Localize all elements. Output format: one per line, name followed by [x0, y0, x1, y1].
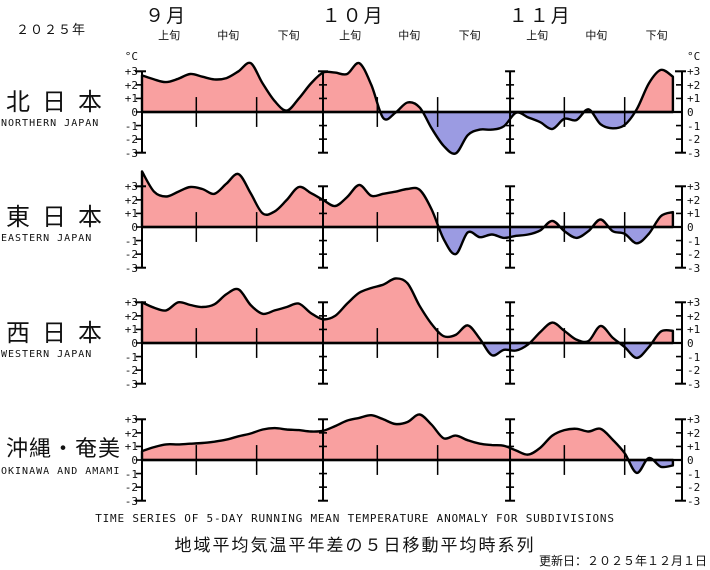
updated-date: 更新日：２０２５年１２月１日 — [538, 554, 707, 568]
y-axis-label: -3 — [124, 261, 138, 275]
period-label: 上旬 — [339, 29, 362, 42]
period-label: 上旬 — [158, 29, 181, 42]
y-axis-label: 0 — [131, 337, 138, 350]
y-axis-label: -1 — [686, 350, 701, 364]
region-name-jp: 東日本 — [6, 203, 114, 231]
y-axis-label: -2 — [124, 481, 138, 495]
month-label: １１月 — [508, 5, 572, 27]
y-axis-label: -2 — [124, 248, 138, 262]
y-axis-label: +2 — [686, 78, 701, 92]
y-axis-label: +2 — [124, 78, 138, 92]
cold-anomaly-area — [142, 460, 673, 473]
y-axis-label: +3 — [124, 296, 138, 310]
y-axis-label: 0 — [131, 454, 138, 467]
y-axis-label: +1 — [124, 323, 138, 337]
y-axis-label: -1 — [686, 234, 701, 248]
warm-anomaly-area — [142, 414, 673, 460]
y-axis-label: -2 — [686, 364, 701, 378]
y-axis-label: +3 — [686, 180, 701, 194]
y-axis-label: +2 — [686, 309, 701, 323]
y-axis-label: +2 — [124, 193, 138, 207]
region-name-en: WESTERN JAPAN — [1, 349, 93, 360]
y-axis-label: -2 — [686, 481, 701, 495]
y-axis-label: -3 — [686, 261, 701, 275]
period-label: 中旬 — [217, 29, 240, 42]
y-axis-label: -3 — [686, 377, 701, 391]
y-axis-label: 0 — [686, 106, 694, 119]
y-axis-label: +3 — [686, 65, 701, 79]
y-axis-label: +3 — [124, 413, 138, 427]
y-axis-label: -2 — [124, 364, 138, 378]
month-label: ９月 — [145, 5, 188, 27]
warm-anomaly-area — [142, 171, 673, 227]
y-axis-label: -1 — [124, 350, 138, 364]
anomaly-curve — [140, 277, 675, 360]
unit-label: °C — [124, 50, 138, 64]
y-axis-label: +2 — [686, 426, 701, 440]
cold-anomaly-area — [142, 112, 673, 154]
warm-anomaly-area — [142, 278, 673, 343]
y-axis-label: 0 — [131, 221, 138, 234]
cold-anomaly-area — [142, 343, 673, 358]
y-axis-label: +3 — [124, 180, 138, 194]
y-axis-label: -3 — [124, 146, 138, 160]
y-axis-label: -3 — [124, 377, 138, 391]
period-label: 中旬 — [398, 29, 421, 42]
y-axis-label: -1 — [686, 119, 701, 133]
period-label: 上旬 — [526, 29, 549, 42]
anomaly-curve — [140, 413, 675, 475]
region-name-en: EASTERN JAPAN — [1, 233, 93, 244]
y-axis-label: 0 — [686, 221, 694, 234]
unit-label: °C — [686, 50, 701, 64]
y-axis-label: +1 — [124, 207, 138, 221]
period-label: 下旬 — [277, 29, 300, 42]
y-axis-label: +3 — [124, 65, 138, 79]
y-axis-label: 0 — [686, 337, 694, 350]
y-axis-label: +2 — [124, 426, 138, 440]
y-axis-label: +3 — [686, 413, 701, 427]
y-axis-label: 0 — [686, 454, 694, 467]
anomaly-curve — [140, 61, 675, 155]
y-axis-label: +1 — [686, 92, 701, 106]
y-axis-label: 0 — [131, 106, 138, 119]
y-axis-label: -3 — [124, 494, 138, 508]
region-name-en: OKINAWA AND AMAMI — [1, 466, 121, 477]
anomaly-curve — [140, 170, 675, 256]
y-axis-label: -2 — [124, 133, 138, 147]
y-axis-label: -1 — [124, 234, 138, 248]
year-label: ２０２５年 — [16, 23, 87, 38]
y-axis-label: -1 — [686, 467, 701, 481]
y-axis-label: -3 — [686, 494, 701, 508]
period-label: 中旬 — [585, 29, 608, 42]
region-name-en: NORTHERN JAPAN — [1, 118, 100, 129]
month-label: １０月 — [321, 5, 385, 27]
footer-title-en: TIME SERIES OF 5-DAY RUNNING MEAN TEMPER… — [95, 512, 615, 525]
y-axis-label: -2 — [686, 133, 701, 147]
region-name-jp: 沖縄・奄美 — [6, 437, 122, 462]
region-name-jp: 北日本 — [6, 88, 114, 116]
y-axis-label: -1 — [124, 119, 138, 133]
y-axis-label: +1 — [686, 323, 701, 337]
cold-anomaly-area — [142, 227, 673, 255]
y-axis-label: -3 — [686, 146, 701, 160]
y-axis-label: +1 — [686, 207, 701, 221]
y-axis-label: -1 — [124, 467, 138, 481]
y-axis-label: +1 — [124, 92, 138, 106]
y-axis-label: +2 — [124, 309, 138, 323]
y-axis-label: +3 — [686, 296, 701, 310]
footer-title-jp: 地域平均気温平年差の５日移動平均時系列 — [174, 536, 536, 556]
warm-anomaly-area — [142, 62, 673, 112]
region-name-jp: 西日本 — [6, 319, 114, 347]
y-axis-label: +2 — [686, 193, 701, 207]
period-label: 下旬 — [645, 29, 668, 42]
y-axis-label: +1 — [686, 440, 701, 454]
period-label: 下旬 — [458, 29, 481, 42]
y-axis-label: -2 — [686, 248, 701, 262]
y-axis-label: +1 — [124, 440, 138, 454]
